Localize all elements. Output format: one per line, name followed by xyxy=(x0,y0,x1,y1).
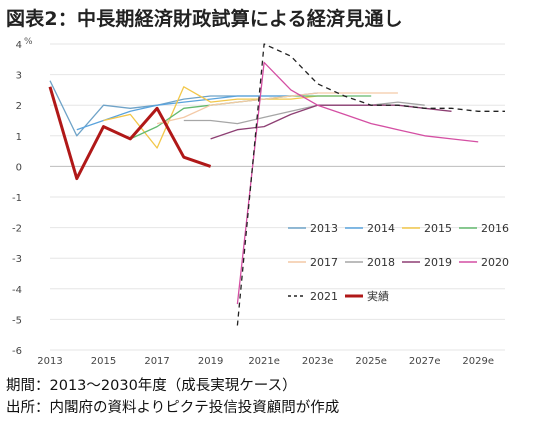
series-line-2018 xyxy=(183,101,425,125)
series-line-2020 xyxy=(236,61,479,305)
y-tick-label: -6 xyxy=(12,346,22,357)
y-tick-label: 0 xyxy=(16,162,22,173)
legend-label: 2014 xyxy=(367,222,395,235)
legend-label: 2013 xyxy=(310,222,338,235)
y-tick-label: -3 xyxy=(12,254,22,265)
x-tick-label: 2013 xyxy=(37,356,62,367)
legend-label: 2019 xyxy=(424,256,452,269)
footnote-period: 期間：2013～2030年度（成長実現ケース） xyxy=(6,378,297,394)
series-line-2017 xyxy=(156,92,398,125)
legend-label: 2016 xyxy=(481,222,509,235)
y-tick-label: 1 xyxy=(16,132,22,143)
legend-label: 2018 xyxy=(367,256,395,269)
x-tick-label: 2025e xyxy=(355,356,387,367)
footnote-source: 出所：内閣府の資料よりピクテ投信投資顧問が作成 xyxy=(6,400,340,416)
y-tick-label: -4 xyxy=(12,285,22,296)
legend-label: 2021 xyxy=(310,290,338,303)
legend: 2013 2014 2015 2016 2017 2018 2019 2020 2021 実績 xyxy=(288,222,509,303)
series-lines xyxy=(48,43,505,326)
chart-title: 図表2：中長期経済財政試算による経済見通し xyxy=(6,8,403,30)
legend-label: 2015 xyxy=(424,222,452,235)
x-tick-label: 2015 xyxy=(91,356,116,367)
series-line-2014 xyxy=(76,92,318,131)
x-tick-label: 2017 xyxy=(144,356,169,367)
x-tick-label: 2021e xyxy=(248,356,280,367)
x-tick-labels: 2013 2015 2017 2019 2021e 2023e 2025e 2027e 2029… xyxy=(37,356,494,367)
y-tick-label: -2 xyxy=(12,224,22,235)
x-tick-label: 2019 xyxy=(198,356,223,367)
series-line-実績 xyxy=(48,86,212,181)
legend-label: 2020 xyxy=(481,256,509,269)
y-tick-label: -1 xyxy=(12,193,22,204)
y-tick-label: -5 xyxy=(12,315,22,326)
series-line-2019 xyxy=(210,104,452,140)
y-tick-label: 4 xyxy=(16,40,22,51)
gridlines xyxy=(50,43,505,351)
y-tick-label: 3 xyxy=(16,71,22,82)
x-tick-label: 2023e xyxy=(302,356,334,367)
y-unit-label: % xyxy=(24,37,33,47)
x-tick-label: 2027e xyxy=(409,356,441,367)
legend-label: 実績 xyxy=(367,289,389,303)
legend-label: 2017 xyxy=(310,256,338,269)
y-tick-labels: 4 3 2 1 0 -1 -2 -3 -4 -5 -6 xyxy=(12,40,22,357)
x-tick-label: 2029e xyxy=(462,356,494,367)
y-tick-label: 2 xyxy=(16,101,22,112)
series-line-2021 xyxy=(236,43,505,326)
